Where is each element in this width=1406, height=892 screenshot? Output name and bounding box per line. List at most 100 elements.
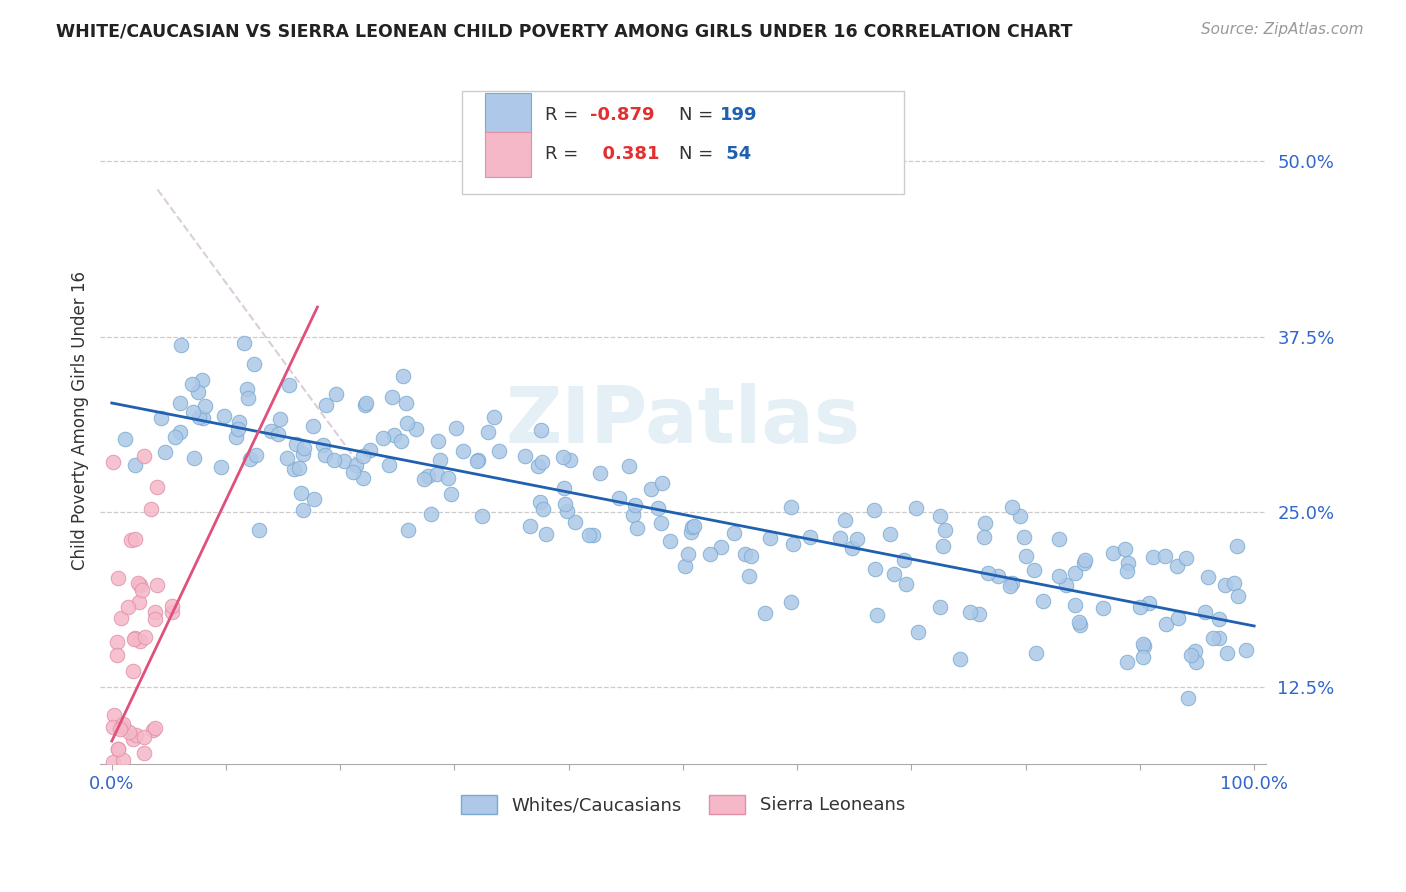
Point <box>150 411 173 425</box>
Point <box>436 471 458 485</box>
Point <box>1008 508 1031 523</box>
Point <box>444 421 467 435</box>
Point <box>429 453 451 467</box>
Point <box>1073 557 1095 571</box>
Point <box>1069 618 1091 632</box>
Point <box>391 434 413 448</box>
Point <box>139 501 162 516</box>
Point <box>582 528 605 542</box>
Point <box>395 396 418 410</box>
Point <box>734 548 756 562</box>
Text: 54: 54 <box>720 145 751 163</box>
Point <box>148 832 170 847</box>
Point <box>640 483 662 497</box>
Point <box>128 595 150 609</box>
Point <box>124 632 146 646</box>
Point <box>673 558 696 573</box>
Point <box>114 847 136 861</box>
Point <box>292 447 315 461</box>
Point <box>145 578 167 592</box>
Point <box>107 851 129 865</box>
Point <box>1012 530 1035 544</box>
Point <box>1154 616 1177 631</box>
Point <box>959 605 981 619</box>
Point <box>412 472 434 486</box>
Point <box>129 578 152 592</box>
Point <box>1091 600 1114 615</box>
Point <box>103 708 125 723</box>
Point <box>651 475 673 490</box>
Point <box>132 450 155 464</box>
Text: 199: 199 <box>720 106 758 124</box>
Point <box>142 723 165 737</box>
Point <box>373 431 395 445</box>
Point <box>1197 570 1219 584</box>
Point <box>247 523 270 537</box>
Point <box>527 459 550 474</box>
Point <box>292 503 315 517</box>
Text: Source: ZipAtlas.com: Source: ZipAtlas.com <box>1201 22 1364 37</box>
Point <box>290 486 312 500</box>
Point <box>107 741 129 756</box>
Point <box>238 452 260 467</box>
Point <box>740 549 762 563</box>
Point <box>146 480 169 494</box>
Point <box>117 600 139 615</box>
Point <box>269 412 291 426</box>
Point <box>426 467 449 482</box>
Point <box>1166 559 1188 574</box>
Point <box>1208 631 1230 645</box>
Point <box>111 753 134 767</box>
Point <box>659 534 682 549</box>
Point <box>621 508 644 523</box>
Point <box>699 547 721 561</box>
Point <box>681 525 703 540</box>
Point <box>259 424 281 438</box>
Point <box>110 836 132 850</box>
Point <box>934 524 956 538</box>
Point <box>276 450 298 465</box>
Point <box>530 423 553 437</box>
Point <box>420 507 443 521</box>
Point <box>1202 632 1225 646</box>
Point <box>236 391 259 405</box>
Point <box>163 430 186 444</box>
Point <box>488 444 510 458</box>
Point <box>143 605 166 619</box>
Point <box>302 492 325 507</box>
Point <box>1175 550 1198 565</box>
Point <box>1185 655 1208 669</box>
Point <box>162 605 184 619</box>
Point <box>228 415 250 429</box>
Point <box>426 434 449 449</box>
Point <box>392 369 415 384</box>
Point <box>471 509 494 524</box>
Point <box>1133 640 1156 654</box>
Point <box>134 630 156 644</box>
Point <box>155 445 177 459</box>
Point <box>589 467 612 481</box>
Point <box>416 469 439 483</box>
Point <box>1215 647 1237 661</box>
Point <box>536 527 558 541</box>
Point <box>110 722 132 736</box>
Point <box>283 462 305 476</box>
Point <box>107 571 129 585</box>
Point <box>467 454 489 468</box>
Point <box>212 409 235 424</box>
Point <box>382 428 405 442</box>
Point <box>617 459 640 474</box>
Point <box>111 720 134 734</box>
FancyBboxPatch shape <box>485 132 531 177</box>
Point <box>782 537 804 551</box>
Point <box>101 720 124 734</box>
Point <box>841 541 863 556</box>
Point <box>114 433 136 447</box>
Point <box>553 481 575 495</box>
Point <box>1223 576 1246 591</box>
Point <box>710 541 733 555</box>
Point <box>1132 637 1154 651</box>
Point <box>1213 577 1236 591</box>
Point <box>1032 594 1054 608</box>
Point <box>529 495 551 509</box>
